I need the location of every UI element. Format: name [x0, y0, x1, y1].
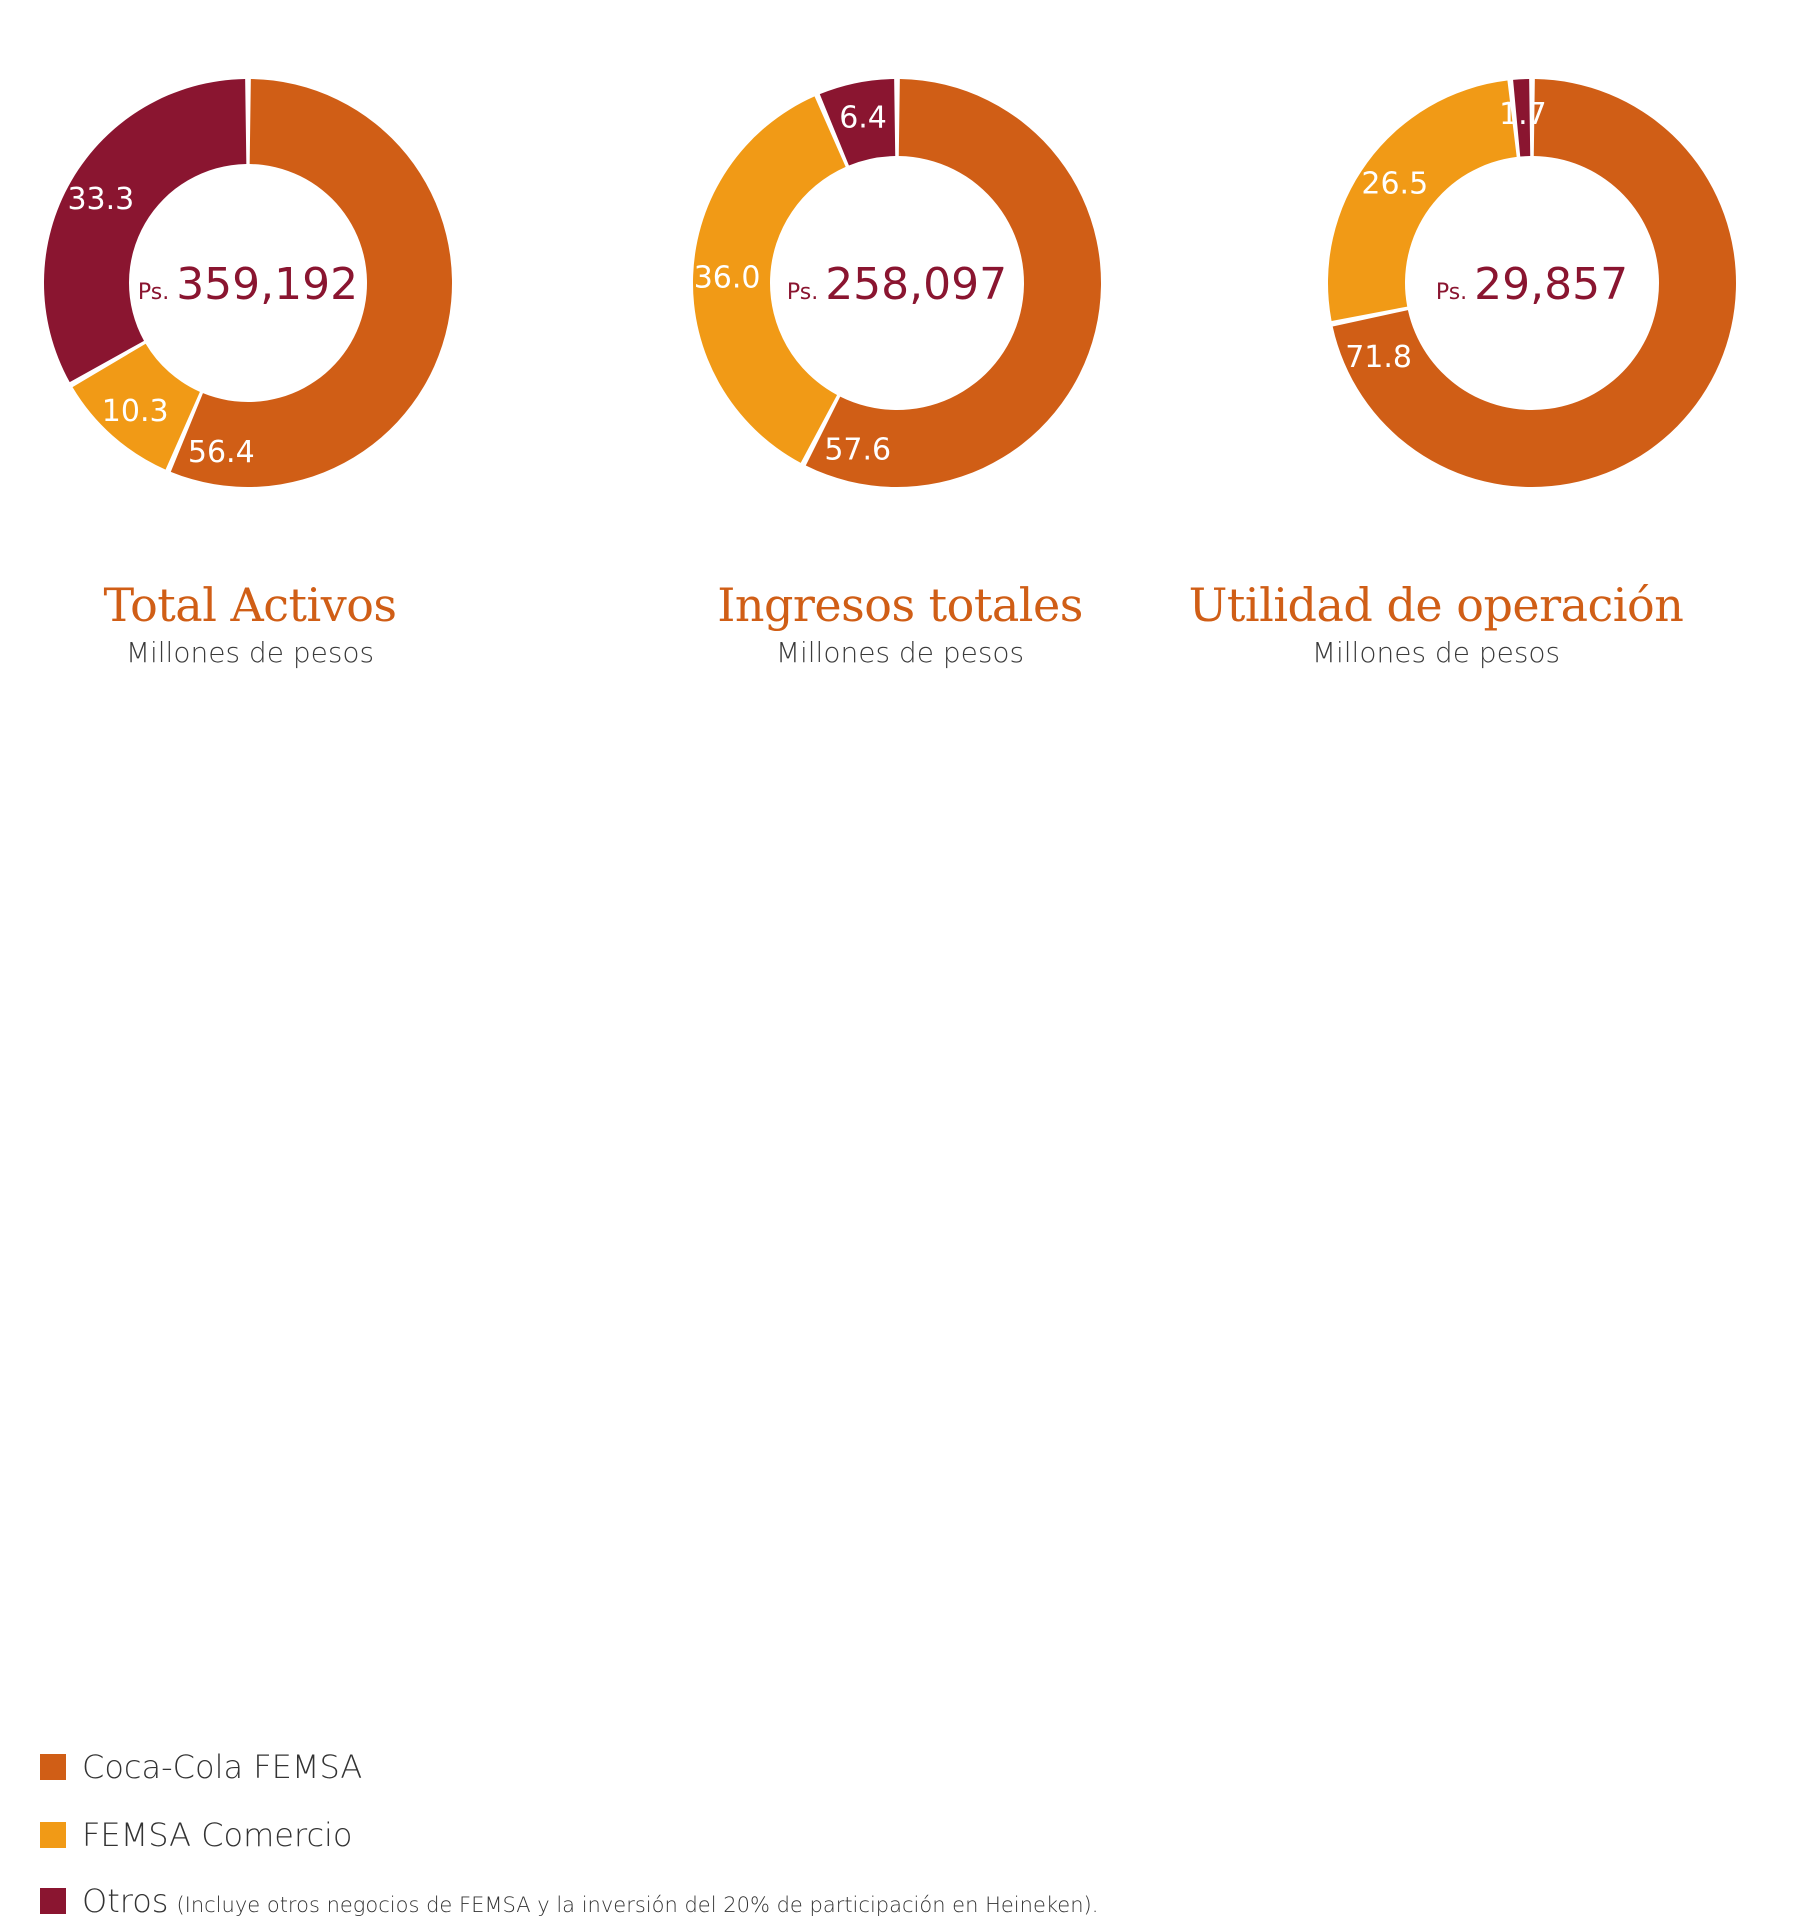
- center-value-ingresos-totales: Ps. 258,097: [787, 259, 1007, 310]
- chart-subtitle-ingresos-totales: Millones de pesos: [775, 636, 1025, 669]
- legend-swatch-femsa-comercio: [40, 1822, 66, 1848]
- center-value-total-activos: Ps. 359,192: [138, 259, 358, 310]
- chart-subtitle-total-activos: Millones de pesos: [125, 636, 375, 669]
- slice-label-ingresos-totales-2: 6.4: [839, 100, 887, 135]
- legend-label: Otros: [82, 1882, 169, 1920]
- donut-slice-ingresos-totales-0: [805, 79, 1101, 487]
- donut-charts-figure: 56.4 10.3 33.3 Ps. 359,192 57.6 36.0 6.4 Ps. 25…: [40, 79, 1737, 1920]
- legend-label: FEMSA Comercio: [82, 1816, 353, 1854]
- donut-slice-total-activos-2: [43, 79, 247, 383]
- donut-slice-ingresos-totales-1: [693, 96, 846, 463]
- slice-label-ingresos-totales-0: 57.6: [824, 432, 891, 467]
- slice-label-ingresos-totales-1: 36.0: [694, 261, 761, 296]
- legend-swatch-otros: [40, 1888, 66, 1914]
- donut-slice-utilidad-operacion-0: [1332, 79, 1737, 488]
- slice-label-total-activos-0: 56.4: [188, 435, 255, 470]
- slice-label-total-activos-2: 33.3: [67, 182, 134, 217]
- chart-subtitle-utilidad-operacion: Millones de pesos: [1311, 636, 1561, 669]
- center-value-utilidad-operacion: Ps. 29,857: [1436, 259, 1628, 310]
- legend-item-otros: Otros (Incluye otros negocios de FEMSA y…: [40, 1882, 1098, 1920]
- donut-slice-utilidad-operacion-2: [1513, 79, 1531, 157]
- donut-charts-svg: 56.4 10.3 33.3 Ps. 359,192 57.6 36.0 6.4 Ps. 25…: [43, 79, 1737, 488]
- legend-note-otros: (Incluye otros negocios de FEMSA y la in…: [176, 1893, 1099, 1917]
- legend-swatch-coca-cola-femsa: [40, 1754, 66, 1780]
- slice-label-utilidad-operacion-0: 71.8: [1345, 340, 1412, 375]
- chart-title-ingresos-totales: Ingresos totales: [717, 578, 1083, 632]
- chart-title-total-activos: Total Activos: [103, 578, 397, 632]
- donut-slice-total-activos-0: [170, 79, 453, 487]
- legend-label: Coca-Cola FEMSA: [82, 1748, 363, 1786]
- donut-slice-total-activos-1: [72, 343, 200, 470]
- slice-label-utilidad-operacion-1: 26.5: [1361, 167, 1428, 202]
- legend-item-coca-cola-femsa: Coca-Cola FEMSA: [40, 1748, 362, 1786]
- legend-item-femsa-comercio: FEMSA Comercio: [40, 1816, 353, 1854]
- chart-title-utilidad-operacion: Utilidad de operación: [1188, 578, 1684, 632]
- slice-label-utilidad-operacion-2: 1.7: [1499, 97, 1547, 132]
- donut-slice-utilidad-operacion-1: [1327, 80, 1517, 321]
- slice-label-total-activos-1: 10.3: [102, 394, 169, 429]
- donut-slice-ingresos-totales-2: [819, 79, 896, 166]
